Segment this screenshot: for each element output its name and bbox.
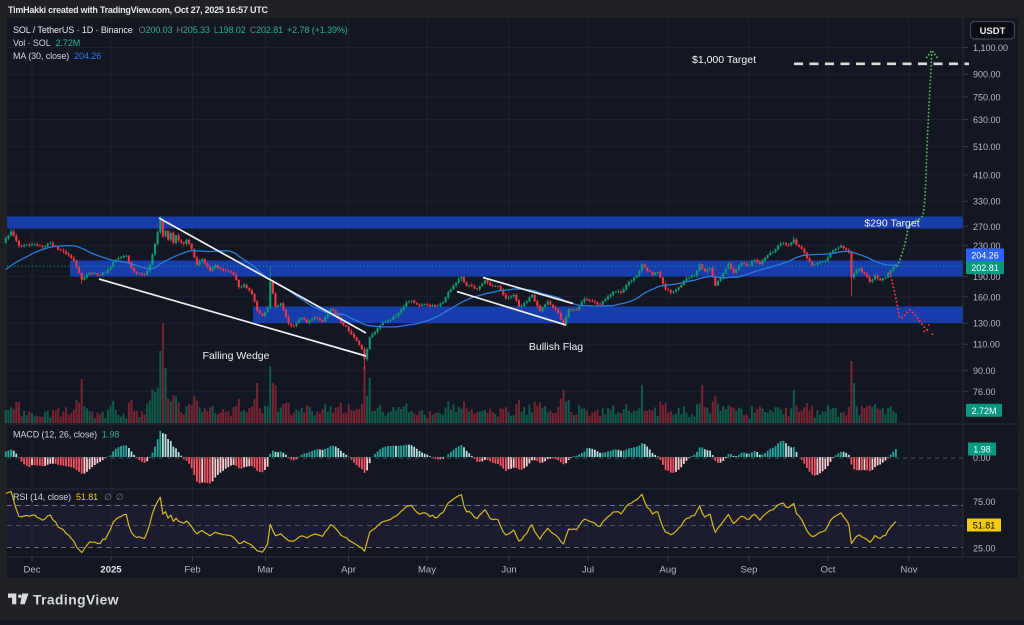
svg-text:75.00: 75.00: [973, 497, 996, 507]
svg-text:Aug: Aug: [660, 565, 677, 576]
svg-text:630.00: 630.00: [973, 115, 1001, 125]
svg-text:1,100.00: 1,100.00: [973, 43, 1008, 53]
svg-text:2.72M: 2.72M: [971, 406, 996, 416]
svg-text:0.00: 0.00: [973, 453, 991, 463]
svg-text:270.00: 270.00: [973, 222, 1001, 232]
svg-text:Nov: Nov: [901, 565, 918, 576]
svg-text:330.00: 330.00: [973, 197, 1001, 207]
svg-text:$1,000 Target: $1,000 Target: [692, 54, 756, 66]
svg-text:900.00: 900.00: [973, 70, 1001, 80]
svg-text:230.00: 230.00: [973, 241, 1001, 251]
svg-text:TimHakki created with TradingV: TimHakki created with TradingView.com, O…: [8, 5, 268, 15]
svg-text:May: May: [418, 565, 436, 576]
svg-text:1.98: 1.98: [973, 445, 991, 455]
svg-text:TradingView: TradingView: [33, 593, 119, 608]
svg-text:160.00: 160.00: [973, 292, 1001, 302]
svg-text:MA (30, close)204.26: MA (30, close) 204.26: [13, 51, 101, 61]
svg-text:190.00: 190.00: [973, 272, 1001, 282]
svg-text:Jun: Jun: [501, 565, 516, 576]
svg-text:25.00: 25.00: [973, 544, 996, 554]
svg-text:Feb: Feb: [184, 565, 200, 576]
svg-text:410.00: 410.00: [973, 170, 1001, 180]
svg-text:2025: 2025: [100, 565, 122, 576]
svg-text:USDT: USDT: [980, 26, 1006, 37]
svg-text:Mar: Mar: [257, 565, 273, 576]
svg-text:90.00: 90.00: [973, 366, 996, 376]
svg-text:76.00: 76.00: [973, 387, 996, 397]
svg-text:$290 Target: $290 Target: [864, 218, 919, 230]
svg-text:RSI (14, close)51.81∅∅: RSI (14, close) 51.81 ∅ ∅: [13, 492, 124, 502]
svg-text:Jul: Jul: [582, 565, 594, 576]
svg-text:510.00: 510.00: [973, 142, 1001, 152]
svg-text:MACD (12, 26, close)1.98: MACD (12, 26, close) 1.98: [13, 430, 119, 440]
svg-text:Dec: Dec: [24, 565, 41, 576]
svg-text:110.00: 110.00: [973, 340, 1000, 350]
svg-text:Bullish Flag: Bullish Flag: [529, 341, 583, 353]
svg-text:Apr: Apr: [341, 565, 356, 576]
svg-text:204.26: 204.26: [971, 251, 999, 261]
svg-text:51.81: 51.81: [973, 521, 996, 531]
svg-text:130.00: 130.00: [973, 319, 1001, 329]
svg-text:750.00: 750.00: [973, 93, 1001, 103]
svg-text:Sep: Sep: [741, 565, 758, 576]
svg-text:Falling Wedge: Falling Wedge: [203, 350, 270, 362]
svg-text:202.81: 202.81: [971, 263, 999, 273]
svg-text:Oct: Oct: [821, 565, 836, 576]
